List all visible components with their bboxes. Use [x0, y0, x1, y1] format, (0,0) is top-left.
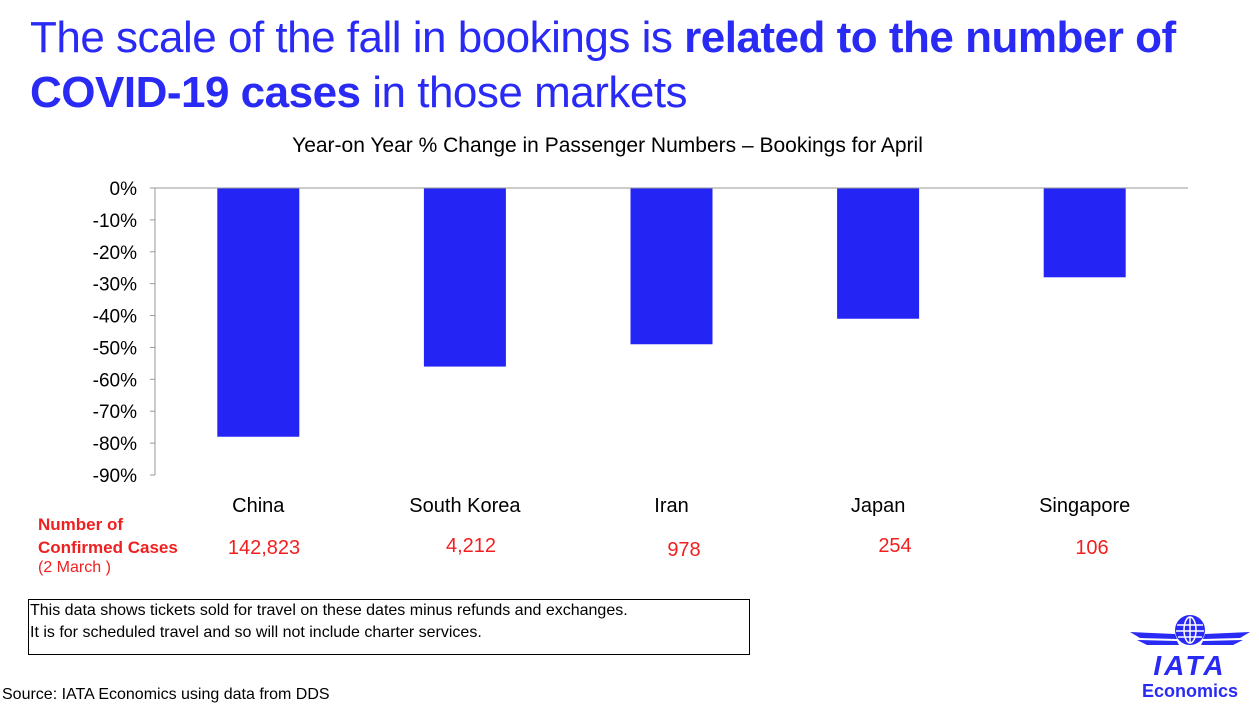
note-line2: It is for scheduled travel and so will n…	[30, 624, 482, 641]
y-tick-label: 0%	[110, 179, 138, 200]
x-tick-label: Singapore	[1039, 495, 1130, 517]
cases-label-line2: Confirmed Cases	[38, 538, 178, 557]
cases-date: (2 March )	[38, 559, 111, 576]
case-count-japan: 254	[878, 535, 912, 557]
y-tick-label: -80%	[93, 434, 137, 455]
case-count-singapore: 106	[1075, 537, 1109, 559]
case-count-south-korea: 4,212	[445, 535, 497, 557]
logo-text: IATA	[1153, 650, 1227, 681]
bar-iran	[630, 188, 713, 345]
y-tick-label: -20%	[93, 243, 137, 264]
x-tick-label: Iran	[654, 495, 688, 517]
y-tick-label: -60%	[93, 370, 137, 391]
bar-singapore	[1043, 188, 1126, 278]
note-box: This data shows tickets sold for travel …	[28, 599, 750, 655]
y-tick-label: -90%	[93, 466, 137, 487]
slide-title: The scale of the fall in bookings is rel…	[30, 10, 1250, 120]
iata-logo: IATA Economics	[1125, 612, 1255, 702]
y-tick-label: -50%	[93, 338, 137, 359]
case-count-iran: 978	[667, 539, 701, 561]
x-tick-label: Japan	[851, 495, 906, 517]
logo-subtext: Economics	[1141, 681, 1239, 701]
x-tick-label: South Korea	[409, 495, 521, 517]
y-tick-label: -30%	[93, 275, 137, 296]
source-text: Source: IATA Economics using data from D…	[2, 686, 330, 703]
cases-label-line1: Number of	[38, 515, 123, 534]
cases-label: Number of Confirmed Cases	[38, 513, 178, 559]
case-count-china: 142,823	[227, 537, 301, 559]
y-tick-label: -70%	[93, 402, 137, 423]
bar-south-korea	[423, 188, 506, 367]
title-part2: related to the number of COVID-19 cases	[30, 13, 1176, 117]
title-part1: The scale of the fall in bookings is	[30, 13, 685, 62]
bar-japan	[837, 188, 920, 319]
x-tick-label: China	[232, 495, 285, 517]
chart-title: Year-on Year % Change in Passenger Numbe…	[292, 134, 923, 157]
y-tick-label: -10%	[93, 211, 137, 232]
title-part3: in those markets	[360, 68, 688, 117]
globe-wings-icon	[1130, 615, 1250, 645]
note-line1: This data shows tickets sold for travel …	[30, 602, 628, 619]
y-tick-label: -40%	[93, 307, 137, 328]
bar-china	[217, 188, 300, 437]
